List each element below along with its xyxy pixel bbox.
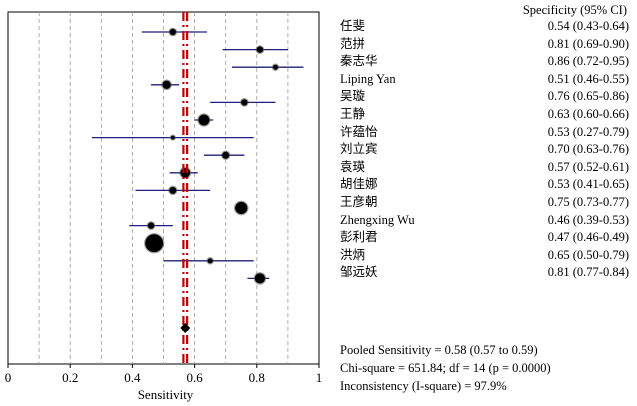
study-name: 袁瑛 [340, 159, 366, 174]
study-point [198, 114, 210, 126]
x-axis: 0 0.2 0.4 0.6 0.8 1 [5, 364, 323, 385]
study-name: 任斐 [340, 19, 366, 33]
study-point [180, 168, 191, 178]
chi-square-text: Chi-square = 651.84; df = 14 (p = 0.0000… [340, 361, 551, 375]
study-point [222, 151, 230, 159]
specificity-value: 0.47 (0.46-0.49) [547, 230, 629, 245]
grid-lines [38, 12, 289, 364]
ci-lines [91, 31, 304, 280]
study-point [207, 258, 213, 264]
study-name: 刘立宾 [340, 142, 378, 157]
pooled-sensitivity-text: Pooled Sensitivity = 0.58 (0.57 to 0.59) [340, 343, 538, 357]
study-name: 洪炳 [340, 247, 366, 262]
study-name: Liping Yan [340, 71, 396, 86]
study-name: 彭利君 [340, 230, 378, 245]
specificity-value: 0.63 (0.60-0.66) [547, 107, 629, 121]
x-tick-label: 0.4 [124, 370, 141, 385]
study-name: 范拼 [340, 36, 366, 51]
specificity-value: 0.76 (0.65-0.86) [547, 89, 629, 104]
study-name: Zhengxing Wu [340, 212, 415, 227]
specificity-value: 0.54 (0.43-0.64) [547, 19, 629, 33]
study-name: 吴璇 [340, 89, 366, 104]
specificity-value: 0.65 (0.50-0.79) [547, 247, 629, 262]
study-name: 王静 [340, 107, 366, 121]
x-axis-label: Sensitivity [138, 387, 194, 402]
pooled-estimate [180, 12, 191, 364]
study-point [162, 80, 171, 89]
study-point [272, 64, 279, 70]
pooled-diamond [180, 323, 191, 333]
specificity-value: 0.53 (0.27-0.79) [547, 124, 629, 139]
study-point [235, 201, 248, 215]
study-name: 邹远妖 [340, 265, 378, 280]
study-name: 王彦朝 [340, 195, 378, 209]
study-name: 胡佳娜 [340, 177, 378, 192]
specificity-value: 0.81 (0.69-0.90) [547, 36, 629, 51]
specificity-value: 0.57 (0.52-0.61) [547, 159, 629, 174]
x-tick-label: 1 [316, 370, 323, 385]
study-point [241, 99, 248, 106]
inconsistency-text: Inconsistency (I-square) = 97.9% [340, 379, 507, 393]
study-point [145, 234, 164, 253]
specificity-value: 0.81 (0.77-0.84) [547, 265, 629, 280]
specificity-value: 0.46 (0.39-0.53) [547, 212, 629, 227]
column-header: Specificity (95% CI) [522, 3, 627, 17]
specificity-value: 0.75 (0.73-0.77) [547, 195, 629, 209]
specificity-value: 0.51 (0.46-0.55) [547, 71, 629, 86]
study-name: 许蕴怡 [340, 124, 378, 139]
study-point [169, 28, 177, 36]
specificity-value: 0.86 (0.72-0.95) [547, 54, 629, 69]
study-point [170, 135, 175, 140]
x-tick-label: 0.8 [249, 370, 265, 385]
specificity-value: 0.70 (0.63-0.76) [547, 142, 629, 157]
specificity-value: 0.53 (0.41-0.65) [547, 177, 629, 192]
x-tick-label: 0.2 [62, 370, 78, 385]
study-point [169, 186, 177, 194]
study-point [256, 46, 264, 53]
x-tick-label: 0 [5, 370, 12, 385]
x-tick-label: 0.6 [186, 370, 203, 385]
study-points [144, 27, 280, 285]
study-name: 秦志华 [340, 54, 378, 69]
study-point [254, 273, 266, 284]
study-point [147, 222, 155, 229]
